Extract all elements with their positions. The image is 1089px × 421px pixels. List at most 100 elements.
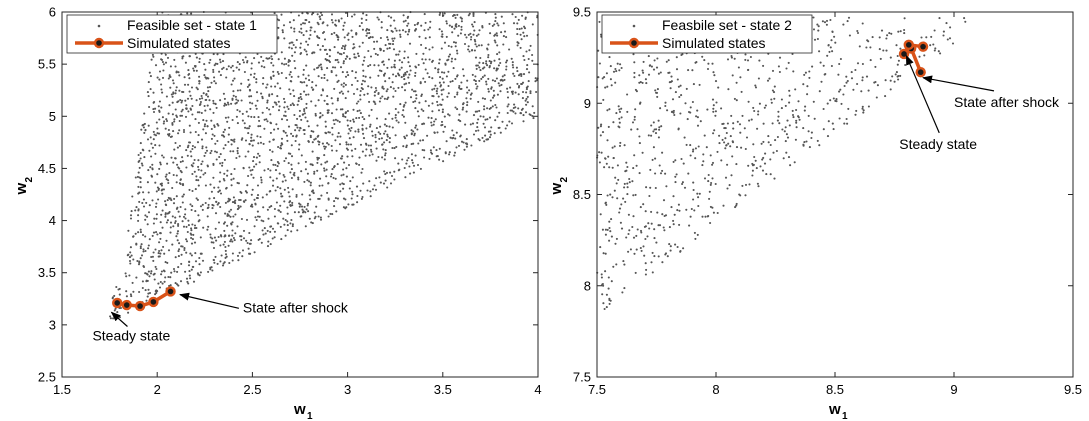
feasible-point: [289, 92, 292, 95]
feasible-point: [323, 145, 326, 148]
feasible-point: [755, 167, 758, 170]
feasible-point: [155, 267, 158, 271]
feasible-point: [358, 156, 361, 159]
feasible-point: [838, 117, 841, 120]
feasible-point: [403, 135, 406, 138]
feasible-point: [337, 61, 340, 64]
feasible-point: [356, 88, 359, 91]
feasible-point: [299, 80, 302, 84]
feasible-point: [816, 139, 819, 142]
feasible-point: [204, 201, 207, 205]
feasible-point: [236, 122, 239, 125]
feasible-point: [417, 63, 420, 66]
feasible-point: [623, 144, 626, 147]
feasible-point: [157, 198, 160, 201]
feasible-point: [854, 113, 857, 116]
feasible-point: [302, 113, 305, 116]
feasible-point: [153, 217, 156, 220]
feasible-point: [236, 254, 240, 257]
feasible-point: [630, 128, 633, 131]
feasible-point: [423, 13, 426, 16]
feasible-point: [350, 149, 353, 152]
feasible-point: [335, 24, 338, 27]
feasible-point: [168, 172, 171, 175]
feasible-point: [412, 90, 416, 93]
feasible-point: [672, 109, 675, 112]
feasible-point: [200, 138, 204, 141]
feasible-point: [185, 277, 189, 280]
feasible-point: [407, 76, 410, 79]
feasible-point: [422, 52, 425, 55]
feasible-point: [184, 217, 187, 220]
feasible-point: [297, 96, 300, 100]
feasible-point: [371, 134, 374, 137]
feasible-set-points: [596, 16, 967, 311]
feasible-point: [320, 66, 323, 69]
feasible-point: [219, 99, 222, 102]
feasible-point: [165, 173, 168, 176]
feasible-point: [407, 61, 410, 64]
feasible-point: [757, 110, 760, 113]
feasible-point: [178, 74, 181, 77]
feasible-point: [409, 172, 412, 175]
feasible-point: [679, 249, 682, 253]
feasible-point: [202, 119, 205, 122]
feasible-point: [139, 157, 142, 160]
feasible-point: [696, 192, 699, 195]
feasible-point: [470, 144, 473, 147]
feasible-point: [464, 142, 468, 145]
feasible-point: [758, 102, 761, 105]
feasible-point: [279, 210, 282, 214]
feasible-point: [293, 174, 296, 177]
feasible-point: [233, 138, 236, 141]
feasible-point: [374, 52, 377, 55]
feasible-point: [154, 152, 157, 155]
feasible-point: [278, 172, 281, 175]
feasible-point: [152, 259, 155, 262]
feasible-point: [514, 112, 517, 115]
feasible-point: [702, 153, 705, 156]
feasible-point: [734, 206, 737, 209]
feasible-point: [373, 94, 376, 97]
feasible-point: [498, 51, 501, 54]
feasible-point: [346, 109, 349, 113]
feasible-point: [260, 181, 263, 184]
feasible-point: [177, 132, 180, 135]
feasible-point: [196, 272, 199, 275]
feasible-point: [523, 27, 527, 30]
feasible-point: [381, 86, 384, 89]
feasible-point: [211, 133, 214, 136]
feasible-point: [224, 212, 227, 215]
feasible-point: [159, 280, 162, 284]
feasible-point: [383, 97, 386, 100]
feasible-point: [144, 218, 147, 221]
feasible-point: [506, 87, 509, 90]
feasible-point: [162, 245, 165, 248]
feasible-point: [613, 189, 616, 192]
feasible-point: [267, 217, 270, 220]
feasible-point: [236, 152, 239, 155]
feasible-point: [377, 131, 380, 134]
feasible-point: [451, 80, 454, 83]
feasible-point: [137, 219, 140, 222]
feasible-point: [132, 290, 135, 293]
feasible-point: [187, 264, 191, 267]
feasible-point: [146, 91, 149, 94]
feasible-point: [347, 132, 350, 135]
feasible-point: [188, 270, 191, 273]
feasible-point: [351, 35, 354, 38]
feasible-point: [385, 139, 388, 142]
feasible-point: [741, 184, 744, 187]
feasible-point: [150, 175, 154, 178]
feasible-point: [744, 53, 747, 56]
feasible-point: [829, 99, 832, 102]
feasible-point: [217, 186, 220, 189]
feasible-point: [672, 195, 675, 198]
feasible-point: [759, 165, 762, 168]
feasible-point: [321, 114, 324, 117]
feasible-point: [354, 147, 357, 150]
feasible-point: [631, 121, 635, 124]
feasible-point: [161, 209, 164, 212]
feasible-point: [725, 131, 728, 135]
feasible-point: [149, 136, 152, 139]
